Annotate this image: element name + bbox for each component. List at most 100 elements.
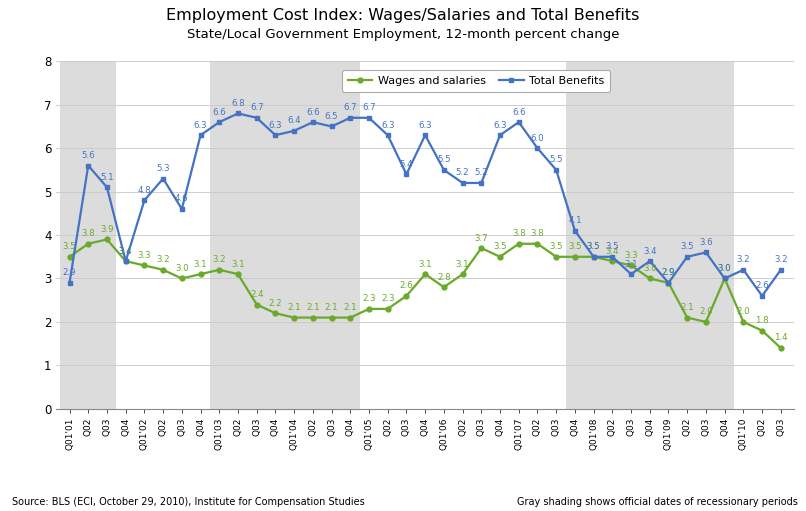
Wages and salaries: [701, 319, 711, 325]
Text: 3.2: 3.2: [774, 256, 787, 264]
Total Benefits: [196, 132, 206, 138]
Text: 6.7: 6.7: [250, 103, 264, 112]
Wages and salaries: [514, 241, 524, 247]
Text: 6.8: 6.8: [231, 99, 245, 108]
Text: 4.6: 4.6: [175, 195, 189, 203]
Text: Source: BLS (ECI, October 29, 2010), Institute for Compensation Studies: Source: BLS (ECI, October 29, 2010), Ins…: [12, 497, 365, 507]
Text: 3.2: 3.2: [737, 256, 750, 264]
Text: 3.5: 3.5: [568, 242, 582, 251]
Total Benefits: [720, 275, 729, 282]
Total Benefits: [645, 258, 654, 264]
Wages and salaries: [551, 253, 561, 260]
Text: 6.6: 6.6: [306, 108, 320, 117]
Wages and salaries: [589, 253, 599, 260]
Text: 3.8: 3.8: [81, 229, 95, 238]
Wages and salaries: [758, 328, 767, 334]
Total Benefits: [251, 114, 261, 121]
Text: 4.8: 4.8: [138, 186, 152, 195]
Text: 6.0: 6.0: [530, 134, 544, 143]
Text: 3.8: 3.8: [512, 229, 526, 238]
Text: 2.9: 2.9: [662, 268, 675, 277]
Wages and salaries: [214, 267, 224, 273]
Total Benefits: [476, 180, 486, 186]
Bar: [210, 61, 359, 409]
Text: 2.3: 2.3: [381, 294, 395, 304]
Wages and salaries: [458, 271, 467, 277]
Wages and salaries: [346, 314, 355, 321]
Text: 6.4: 6.4: [287, 117, 301, 125]
Wages and salaries: [626, 263, 636, 269]
Text: 3.2: 3.2: [213, 256, 226, 264]
Text: 5.4: 5.4: [400, 160, 413, 169]
Wages and salaries: [177, 275, 187, 282]
Total Benefits: [551, 167, 561, 173]
Wages and salaries: [683, 314, 692, 321]
Text: 6.7: 6.7: [362, 103, 376, 112]
Line: Wages and salaries: Wages and salaries: [67, 237, 783, 351]
Text: 5.3: 5.3: [156, 164, 170, 173]
Text: 2.9: 2.9: [63, 268, 77, 277]
Wages and salaries: [364, 306, 374, 312]
Text: 3.0: 3.0: [718, 264, 732, 273]
Text: 5.5: 5.5: [550, 155, 563, 165]
Text: 1.8: 1.8: [755, 316, 769, 325]
Legend: Wages and salaries, Total Benefits: Wages and salaries, Total Benefits: [343, 71, 610, 91]
Text: 2.8: 2.8: [437, 273, 451, 282]
Text: 3.3: 3.3: [625, 251, 638, 260]
Text: 2.0: 2.0: [699, 308, 713, 316]
Total Benefits: [233, 110, 243, 117]
Total Benefits: [102, 184, 112, 190]
Text: 3.9: 3.9: [100, 225, 114, 234]
Text: 2.9: 2.9: [662, 268, 675, 277]
Wages and salaries: [401, 293, 411, 299]
Text: Gray shading shows official dates of recessionary periods: Gray shading shows official dates of rec…: [517, 497, 798, 507]
Text: 3.6: 3.6: [699, 238, 713, 247]
Total Benefits: [758, 293, 767, 299]
Text: 5.5: 5.5: [437, 155, 451, 165]
Total Benefits: [364, 114, 374, 121]
Text: 3.3: 3.3: [138, 251, 152, 260]
Text: 2.1: 2.1: [680, 303, 694, 312]
Text: 3.5: 3.5: [587, 242, 600, 251]
Text: 6.7: 6.7: [343, 103, 357, 112]
Total Benefits: [570, 228, 580, 234]
Text: 1.4: 1.4: [774, 334, 787, 342]
Text: 2.6: 2.6: [755, 282, 769, 290]
Total Benefits: [121, 258, 131, 264]
Text: 6.6: 6.6: [512, 108, 526, 117]
Total Benefits: [158, 175, 168, 181]
Text: 3.1: 3.1: [418, 260, 432, 269]
Text: 3.0: 3.0: [643, 264, 657, 273]
Text: 3.5: 3.5: [605, 242, 619, 251]
Text: 3.5: 3.5: [587, 242, 600, 251]
Text: Employment Cost Index: Wages/Salaries and Total Benefits: Employment Cost Index: Wages/Salaries an…: [166, 8, 640, 22]
Text: 3.1: 3.1: [231, 260, 245, 269]
Text: 6.3: 6.3: [381, 121, 395, 130]
Text: 2.1: 2.1: [343, 303, 357, 312]
Total Benefits: [776, 267, 786, 273]
Total Benefits: [401, 171, 411, 177]
Wages and salaries: [720, 275, 729, 282]
Text: 3.4: 3.4: [118, 247, 132, 256]
Text: State/Local Government Employment, 12-month percent change: State/Local Government Employment, 12-mo…: [187, 28, 619, 41]
Wages and salaries: [121, 258, 131, 264]
Text: 3.8: 3.8: [530, 229, 544, 238]
Text: 6.3: 6.3: [493, 121, 507, 130]
Line: Total Benefits: Total Benefits: [67, 111, 783, 298]
Total Benefits: [663, 280, 673, 286]
Bar: [566, 61, 734, 409]
Total Benefits: [439, 167, 449, 173]
Wages and salaries: [251, 301, 261, 308]
Total Benefits: [626, 271, 636, 277]
Wages and salaries: [776, 345, 786, 351]
Wages and salaries: [421, 271, 430, 277]
Bar: [60, 61, 116, 409]
Total Benefits: [514, 119, 524, 125]
Wages and salaries: [308, 314, 318, 321]
Text: 2.1: 2.1: [287, 303, 301, 312]
Text: 3.5: 3.5: [493, 242, 507, 251]
Wages and salaries: [608, 258, 617, 264]
Text: 2.2: 2.2: [268, 299, 282, 308]
Text: 3.1: 3.1: [455, 260, 469, 269]
Wages and salaries: [533, 241, 542, 247]
